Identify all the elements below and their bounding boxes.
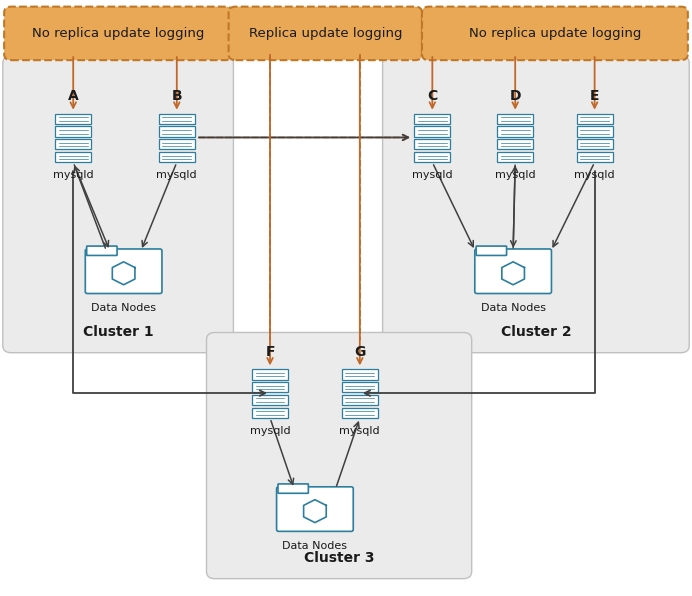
FancyBboxPatch shape xyxy=(252,395,288,405)
Text: E: E xyxy=(590,89,599,103)
FancyBboxPatch shape xyxy=(342,408,378,418)
Text: mysqld: mysqld xyxy=(495,170,536,181)
FancyBboxPatch shape xyxy=(475,249,552,293)
Text: D: D xyxy=(509,89,521,103)
Text: Replica update logging: Replica update logging xyxy=(248,27,402,40)
Text: No replica update logging: No replica update logging xyxy=(468,27,641,40)
FancyBboxPatch shape xyxy=(342,395,378,405)
Polygon shape xyxy=(304,499,326,523)
FancyBboxPatch shape xyxy=(415,126,450,136)
FancyBboxPatch shape xyxy=(55,139,91,150)
Text: Data Nodes: Data Nodes xyxy=(481,303,545,313)
FancyBboxPatch shape xyxy=(576,139,612,150)
FancyBboxPatch shape xyxy=(476,246,507,256)
FancyBboxPatch shape xyxy=(55,152,91,162)
FancyBboxPatch shape xyxy=(252,369,288,380)
FancyBboxPatch shape xyxy=(4,7,232,60)
Text: Cluster 3: Cluster 3 xyxy=(304,551,374,566)
Text: mysqld: mysqld xyxy=(250,426,291,436)
FancyBboxPatch shape xyxy=(252,382,288,392)
Text: Data Nodes: Data Nodes xyxy=(282,541,347,551)
FancyBboxPatch shape xyxy=(415,139,450,150)
Text: mysqld: mysqld xyxy=(412,170,453,181)
FancyBboxPatch shape xyxy=(415,152,450,162)
Text: Cluster 1: Cluster 1 xyxy=(83,325,154,340)
FancyBboxPatch shape xyxy=(159,126,194,136)
FancyBboxPatch shape xyxy=(252,408,288,418)
FancyBboxPatch shape xyxy=(576,152,612,162)
FancyBboxPatch shape xyxy=(86,246,117,256)
FancyBboxPatch shape xyxy=(159,139,194,150)
Text: Data Nodes: Data Nodes xyxy=(91,303,156,313)
Text: C: C xyxy=(427,89,437,103)
Text: mysqld: mysqld xyxy=(340,426,380,436)
FancyBboxPatch shape xyxy=(422,7,688,60)
FancyBboxPatch shape xyxy=(206,333,472,579)
FancyBboxPatch shape xyxy=(498,126,533,136)
FancyBboxPatch shape xyxy=(383,56,689,353)
Text: G: G xyxy=(354,344,365,359)
FancyBboxPatch shape xyxy=(576,126,612,136)
FancyBboxPatch shape xyxy=(55,126,91,136)
FancyBboxPatch shape xyxy=(498,139,533,150)
FancyBboxPatch shape xyxy=(3,56,233,353)
Text: mysqld: mysqld xyxy=(53,170,93,181)
Text: F: F xyxy=(265,344,275,359)
FancyBboxPatch shape xyxy=(228,7,422,60)
FancyBboxPatch shape xyxy=(278,484,309,493)
Polygon shape xyxy=(112,262,135,285)
Text: No replica update logging: No replica update logging xyxy=(32,27,204,40)
Text: mysqld: mysqld xyxy=(574,170,615,181)
FancyBboxPatch shape xyxy=(159,152,194,162)
Polygon shape xyxy=(502,262,525,285)
FancyBboxPatch shape xyxy=(342,369,378,380)
Text: A: A xyxy=(68,89,79,103)
FancyBboxPatch shape xyxy=(55,113,91,124)
FancyBboxPatch shape xyxy=(159,113,194,124)
FancyBboxPatch shape xyxy=(277,487,353,532)
FancyBboxPatch shape xyxy=(415,113,450,124)
FancyBboxPatch shape xyxy=(342,382,378,392)
FancyBboxPatch shape xyxy=(85,249,162,293)
FancyBboxPatch shape xyxy=(498,152,533,162)
Text: mysqld: mysqld xyxy=(156,170,197,181)
Text: B: B xyxy=(172,89,182,103)
Text: Cluster 2: Cluster 2 xyxy=(500,325,571,340)
FancyBboxPatch shape xyxy=(576,113,612,124)
FancyBboxPatch shape xyxy=(498,113,533,124)
